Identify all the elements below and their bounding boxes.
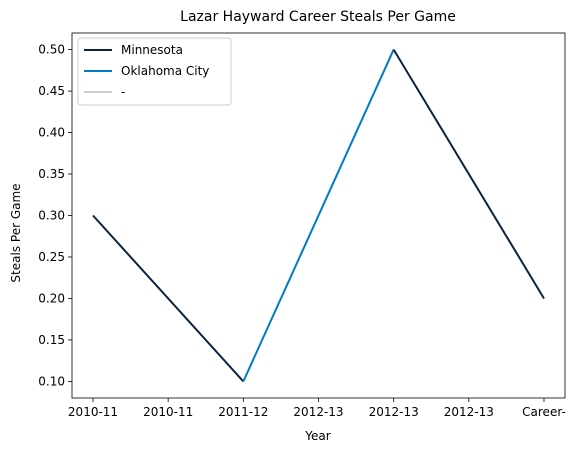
series-layer	[92, 49, 545, 383]
x-axis-label: Year	[304, 429, 330, 443]
x-axis: 2010-11 2010-11 2011-12 2012-13 2012-13 2012-…	[68, 398, 566, 419]
y-tick-label: 0.30	[38, 209, 65, 223]
series-line-1	[92, 214, 245, 383]
x-tick-label: 2010-11	[68, 405, 118, 419]
y-tick-label: 0.50	[38, 43, 65, 57]
y-axis: 0.10 0.15 0.20 0.25 0.30 0.35 0.40 0.45 0.50	[38, 43, 72, 388]
series-line-4	[392, 49, 545, 299]
y-tick-label: 0.25	[38, 250, 65, 264]
y-tick-label: 0.35	[38, 167, 65, 181]
y-axis-label: Steals Per Game	[9, 183, 23, 282]
y-tick-label: 0.40	[38, 126, 65, 140]
y-tick-label: 0.45	[38, 84, 65, 98]
legend-label: Oklahoma City	[121, 64, 209, 78]
y-tick-label: 0.15	[38, 333, 65, 347]
x-tick-label: 2012-13	[444, 405, 494, 419]
legend-label: -	[121, 85, 125, 99]
series-line-2	[242, 49, 395, 382]
x-tick-label: 2012-13	[369, 405, 419, 419]
x-tick-label: 2012-13	[293, 405, 343, 419]
legend: Minnesota Oklahoma City -	[77, 37, 232, 106]
x-tick-label: 2010-11	[143, 405, 193, 419]
chart-title: Lazar Hayward Career Steals Per Game	[180, 9, 456, 25]
x-tick-label: 2011-12	[218, 405, 268, 419]
legend-label: Minnesota	[121, 43, 183, 57]
legend-box	[77, 37, 232, 106]
y-tick-label: 0.10	[38, 374, 65, 388]
y-tick-label: 0.20	[38, 291, 65, 305]
x-tick-label: Career-	[522, 405, 566, 419]
